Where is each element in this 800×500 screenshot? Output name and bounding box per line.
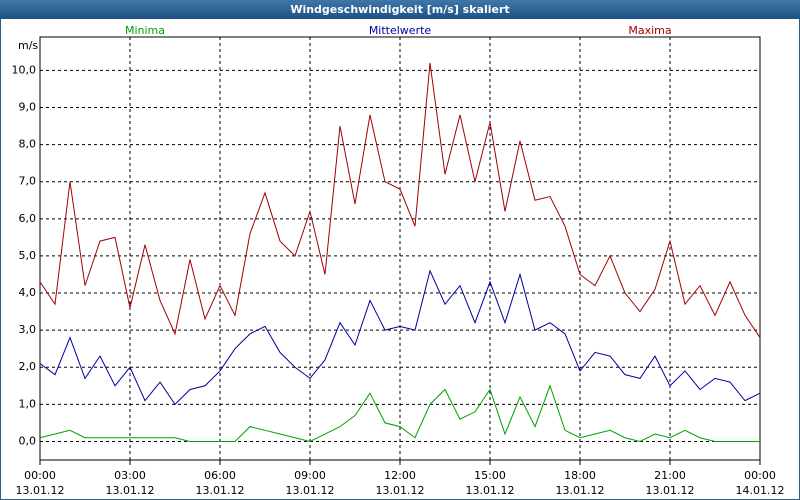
x-tick-label: 15:00: [474, 469, 506, 482]
x-tick-label: 09:00: [294, 469, 326, 482]
y-tick-label: 4,0: [19, 286, 37, 299]
y-tick-label: 2,0: [19, 360, 37, 373]
legend-label: Mittelwerte: [369, 24, 432, 37]
y-tick-label: 9,0: [19, 101, 37, 114]
x-tick-label: 00:00: [24, 469, 56, 482]
x-tick-label: 06:00: [204, 469, 236, 482]
y-tick-label: 10,0: [12, 63, 37, 76]
series-line: [39, 384, 760, 442]
legend-label: Minima: [125, 24, 165, 37]
y-tick-label: 6,0: [19, 212, 37, 225]
x-tick-date: 13.01.12: [466, 484, 515, 497]
y-tick-label: 8,0: [19, 138, 37, 151]
legend-label: Maxima: [628, 24, 671, 37]
x-tick-date: 13.01.12: [106, 484, 155, 497]
x-tick-label: 18:00: [564, 469, 596, 482]
x-tick-label: 12:00: [384, 469, 416, 482]
y-tick-label: 3,0: [19, 323, 37, 336]
x-tick-date: 13.01.12: [286, 484, 335, 497]
x-tick-date: 14.01.12: [736, 484, 785, 497]
y-tick-label: 7,0: [19, 175, 37, 188]
x-tick-date: 13.01.12: [196, 484, 245, 497]
x-tick-label: 03:00: [114, 469, 146, 482]
x-tick-label: 00:00: [744, 469, 776, 482]
x-tick-date: 13.01.12: [556, 484, 605, 497]
y-tick-label: 0,0: [19, 434, 37, 447]
x-tick-date: 13.01.12: [646, 484, 695, 497]
y-unit: m/s: [18, 39, 38, 52]
x-tick-date: 13.01.12: [16, 484, 65, 497]
y-tick-label: 1,0: [19, 397, 37, 410]
chart-title: Windgeschwindigkeit [m/s] skaliert: [290, 3, 509, 16]
y-tick-label: 5,0: [19, 249, 37, 262]
series-line: [39, 269, 761, 406]
series-line: [39, 62, 761, 338]
title-bar: [0, 0, 800, 19]
x-tick-label: 21:00: [654, 469, 686, 482]
x-tick-date: 13.01.12: [376, 484, 425, 497]
